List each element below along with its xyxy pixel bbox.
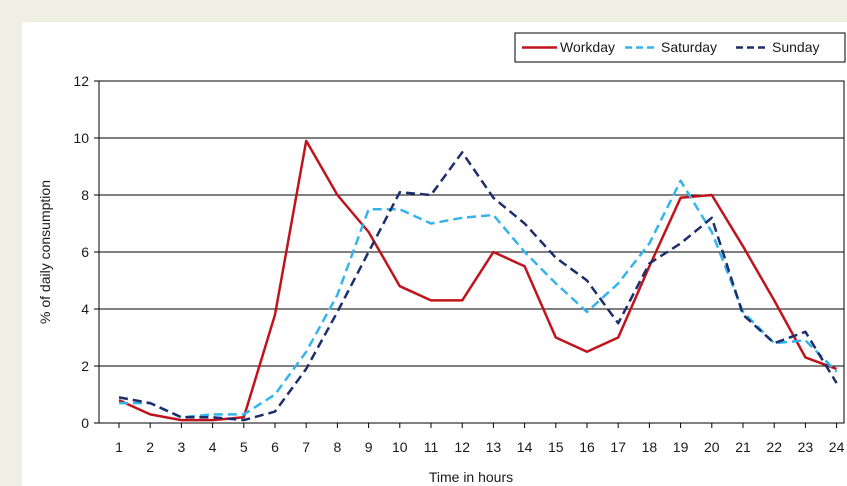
legend-label-sunday: Sunday	[772, 39, 819, 55]
x-tick-label: 9	[365, 439, 373, 455]
y-tick-label: 0	[81, 415, 89, 431]
x-tick-label: 24	[829, 439, 845, 455]
x-tick-label: 14	[517, 439, 533, 455]
legend: Workday Saturday Sunday	[514, 32, 846, 63]
series-line-workday	[118, 139, 838, 422]
x-tick-label: 10	[392, 439, 408, 455]
series-line-saturday	[119, 179, 838, 419]
y-tick-label: 4	[81, 301, 89, 317]
series-group	[118, 139, 838, 422]
chart-frame: 0 2 4 6 8 10 12 1 2 3 4 5 6 7 8 9 10 11 12 13 14 15 16 17 18 19 20…	[22, 22, 847, 486]
x-tick-label: 18	[642, 439, 658, 455]
x-tick-label: 17	[610, 439, 626, 455]
y-tick-label: 2	[81, 358, 89, 374]
x-tick-label: 15	[548, 439, 564, 455]
x-tick-label: 2	[146, 439, 154, 455]
x-tick-label: 1	[115, 439, 123, 455]
x-tick-label: 22	[766, 439, 782, 455]
x-tick-label: 4	[209, 439, 217, 455]
x-tick-label: 20	[704, 439, 720, 455]
x-tick-label: 16	[579, 439, 595, 455]
y-tick-label: 10	[73, 130, 89, 146]
x-tick-label: 12	[454, 439, 470, 455]
legend-label-saturday: Saturday	[661, 39, 717, 55]
gridlines	[94, 80, 844, 428]
x-tick-label: 19	[673, 439, 689, 455]
x-tick-label: 13	[486, 439, 502, 455]
x-tick-label: 7	[302, 439, 310, 455]
legend-box	[514, 32, 846, 63]
legend-label-workday: Workday	[560, 39, 615, 55]
x-tick-label: 23	[798, 439, 814, 455]
x-axis-title: Time in hours	[429, 469, 513, 485]
x-tick-label: 21	[735, 439, 751, 455]
x-tick-label: 3	[178, 439, 186, 455]
series-line-sunday	[118, 151, 838, 422]
x-tick-label: 8	[334, 439, 342, 455]
y-axis-title: % of daily consumption	[37, 180, 53, 324]
y-tick-label: 12	[73, 73, 89, 89]
y-tick-label: 8	[81, 187, 89, 203]
x-tick-label: 6	[271, 439, 279, 455]
x-tick-label: 5	[240, 439, 248, 455]
y-tick-label: 6	[81, 244, 89, 260]
x-tick-label: 11	[424, 439, 439, 455]
